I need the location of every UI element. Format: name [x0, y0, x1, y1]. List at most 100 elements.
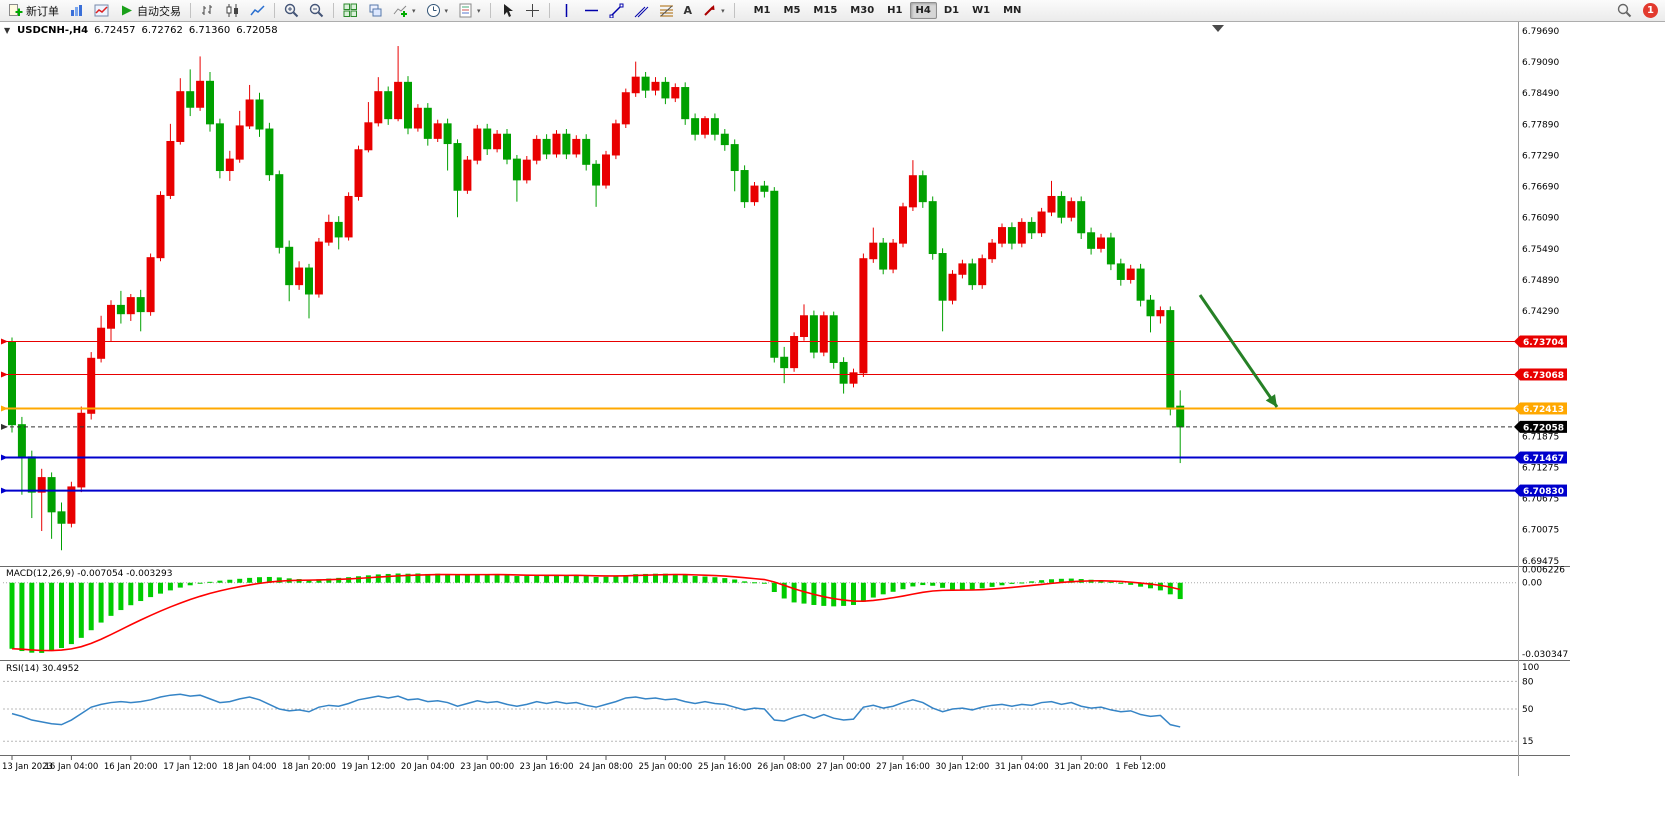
svg-text:25 Jan 16:00: 25 Jan 16:00: [698, 762, 752, 772]
horizontal-line-button[interactable]: [580, 0, 603, 21]
svg-text:6.74890: 6.74890: [1522, 276, 1559, 286]
tile-windows-icon: [343, 3, 357, 17]
timeframe-button-W1[interactable]: W1: [972, 5, 991, 16]
zoom-out-button[interactable]: [305, 0, 328, 21]
svg-text:23 Jan 16:00: 23 Jan 16:00: [520, 762, 574, 772]
svg-text:6.71275: 6.71275: [1522, 463, 1559, 473]
text-tool-button[interactable]: A: [680, 0, 697, 21]
svg-text:6.79090: 6.79090: [1522, 58, 1559, 68]
timeframe-button-H1[interactable]: H1: [887, 5, 903, 16]
tile-windows-button[interactable]: [339, 0, 362, 21]
svg-text:20 Jan 04:00: 20 Jan 04:00: [401, 762, 455, 772]
line-chart-button[interactable]: [246, 0, 269, 21]
svg-text:31 Jan 04:00: 31 Jan 04:00: [995, 762, 1049, 772]
periods-button[interactable]: ▾: [422, 0, 453, 21]
hline-6.72413[interactable]: 6.72413: [1, 402, 1567, 415]
candlestick-chart-button[interactable]: [221, 0, 244, 21]
timeframe-button-MN[interactable]: MN: [1003, 5, 1022, 16]
svg-text:0.006226: 0.006226: [1522, 565, 1565, 575]
hline-6.73704[interactable]: 6.73704: [1, 335, 1567, 348]
zoom-in-button[interactable]: [280, 0, 303, 21]
svg-text:6.73704: 6.73704: [1523, 338, 1564, 348]
auto-trading-label: 自动交易: [137, 4, 181, 18]
ohlc-bars-button[interactable]: [196, 0, 219, 21]
cascade-windows-icon: [369, 4, 382, 17]
toolbar-separator: [548, 3, 550, 18]
candlestick-chart[interactable]: 6.79690 6.79090 6.78490 6.77890 6.77290 6.766…: [0, 21, 1570, 776]
notification-badge[interactable]: 1: [1643, 3, 1658, 18]
trendline-button[interactable]: [605, 0, 628, 21]
dropdown-caret-icon: ▾: [412, 6, 416, 15]
svg-text:25 Jan 00:00: 25 Jan 00:00: [638, 762, 692, 772]
main-toolbar: 新订单 自动交易: [0, 0, 1665, 22]
toolbar-right-group: 1: [1613, 0, 1661, 21]
svg-text:15: 15: [1522, 737, 1533, 747]
svg-text:16 Jan 04:00: 16 Jan 04:00: [44, 762, 98, 772]
dropdown-caret-icon: ▾: [721, 6, 725, 15]
svg-text:23 Jan 00:00: 23 Jan 00:00: [460, 762, 514, 772]
hline-6.72058[interactable]: 6.72058: [1, 420, 1567, 434]
toolbar-separator: [733, 3, 735, 18]
quote-chart-icon: [94, 4, 109, 17]
candles: [8, 46, 1185, 551]
channel-button[interactable]: [630, 0, 653, 21]
vertical-line-button[interactable]: [555, 0, 578, 21]
chart-shift-marker[interactable]: [1212, 25, 1224, 32]
clock-icon: [426, 4, 440, 17]
candlestick-icon: [226, 4, 238, 17]
timeframe-toolbar: M1 M5 M15 M30 H1 H4 D1 W1 MN: [748, 2, 1028, 19]
svg-text:24 Jan 08:00: 24 Jan 08:00: [579, 762, 633, 772]
vertical-line-icon: [565, 4, 567, 17]
hline-6.71467[interactable]: 6.71467: [1, 451, 1567, 465]
cascade-windows-button[interactable]: [364, 0, 387, 21]
low-value: 6.71360: [188, 25, 231, 36]
price-tag: [1520, 420, 1567, 433]
svg-text:6.79690: 6.79690: [1522, 27, 1559, 37]
svg-text:16 Jan 20:00: 16 Jan 20:00: [104, 762, 158, 772]
cursor-button[interactable]: [496, 0, 519, 21]
svg-text:6.70830: 6.70830: [1523, 487, 1564, 497]
svg-text:80: 80: [1522, 677, 1534, 687]
play-icon: [122, 5, 132, 16]
price-scale[interactable]: 6.79690 6.79090 6.78490 6.77890 6.77290 6.766…: [1522, 27, 1559, 567]
indicators-button[interactable]: ▾: [389, 0, 420, 21]
crosshair-button[interactable]: [521, 0, 544, 21]
open-value: 6.72457: [94, 25, 136, 36]
template-icon: [459, 3, 472, 18]
svg-text:18 Jan 20:00: 18 Jan 20:00: [282, 762, 336, 772]
trendline-icon: [609, 3, 624, 18]
svg-text:1 Feb 12:00: 1 Feb 12:00: [1115, 762, 1165, 772]
timeframe-button-H4[interactable]: H4: [909, 2, 937, 19]
svg-text:30 Jan 12:00: 30 Jan 12:00: [935, 762, 989, 772]
ohlc-bars-icon: [202, 5, 212, 15]
svg-text:6.78490: 6.78490: [1522, 89, 1559, 99]
auto-trading-button[interactable]: 自动交易: [115, 0, 185, 21]
timeframe-button-M5[interactable]: M5: [783, 5, 801, 16]
timeframe-button-M1[interactable]: M1: [753, 5, 771, 16]
new-order-button[interactable]: 新订单: [4, 0, 63, 21]
templates-button[interactable]: ▾: [454, 0, 485, 21]
zoom-out-icon: [309, 3, 324, 18]
crosshair-icon: [525, 4, 539, 17]
timeframe-button-M30[interactable]: M30: [850, 5, 875, 16]
timeframe-button-M15[interactable]: M15: [813, 5, 838, 16]
search-button[interactable]: [1613, 0, 1636, 21]
close-value: 6.72058: [236, 25, 278, 36]
zoom-in-icon: [284, 3, 299, 18]
svg-text:13 Jan 2023: 13 Jan 2023: [2, 762, 53, 772]
svg-text:6.74290: 6.74290: [1522, 307, 1559, 317]
market-watch-button[interactable]: [90, 0, 113, 21]
new-order-icon: [9, 4, 23, 16]
hline-6.73068[interactable]: 6.73068: [1, 368, 1567, 381]
timeframe-button-D1[interactable]: D1: [943, 5, 960, 16]
trend-arrow-annotation[interactable]: [1198, 294, 1279, 408]
svg-text:6.70675: 6.70675: [1522, 495, 1559, 505]
one-click-trading-arrow-icon[interactable]: ▼: [4, 26, 11, 35]
chart-profile-button[interactable]: [65, 0, 88, 21]
fibonacci-button[interactable]: [655, 0, 678, 21]
arrows-tool-button[interactable]: ▾: [698, 0, 729, 21]
hline-6.70830[interactable]: 6.70830: [1, 484, 1567, 498]
symbol-timeframe-label: USDCNH-,H4: [17, 25, 89, 36]
